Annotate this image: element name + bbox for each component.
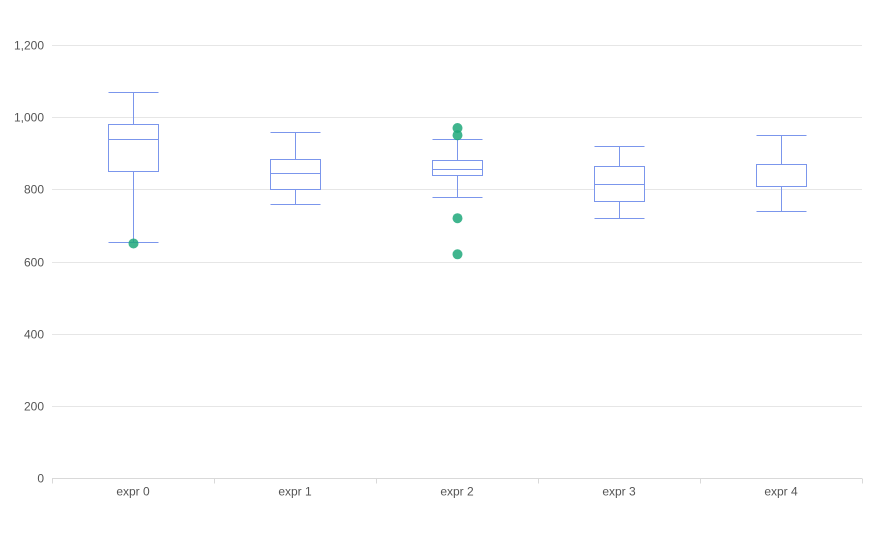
y-tick-label: 1,000 (14, 111, 44, 125)
x-tick-label: expr 2 (440, 485, 474, 499)
x-tick-label: expr 0 (116, 485, 150, 499)
outlier-point[interactable] (452, 122, 463, 133)
outlier-point[interactable] (452, 130, 463, 141)
boxes-layer (108, 92, 807, 243)
outliers-layer (128, 122, 463, 260)
outlier-point[interactable] (452, 249, 463, 260)
iqr-box (432, 160, 483, 176)
outlier-point[interactable] (452, 213, 463, 224)
y-tick-label: 0 (37, 472, 44, 486)
grid-layer (52, 45, 862, 407)
box-4[interactable] (756, 135, 807, 212)
y-tick-label: 800 (24, 183, 44, 197)
box-1[interactable] (270, 132, 321, 205)
y-tick-label: 600 (24, 256, 44, 270)
x-tick-label: expr 3 (602, 485, 636, 499)
box-0[interactable] (108, 92, 159, 243)
iqr-box (270, 159, 321, 190)
outlier-point[interactable] (128, 238, 139, 249)
y-tick-label: 1,200 (14, 39, 44, 53)
y-tick-label: 400 (24, 328, 44, 342)
y-tick-label: 200 (24, 400, 44, 414)
y-axis-labels: 0 200 400 600 800 1,000 1,200 (14, 39, 44, 486)
iqr-box (756, 164, 807, 187)
x-tick-label: expr 1 (278, 485, 312, 499)
iqr-box (108, 124, 159, 172)
x-tick-label: expr 4 (764, 485, 798, 499)
box-3[interactable] (594, 146, 645, 219)
box-2[interactable] (432, 139, 483, 198)
x-axis: expr 0 expr 1 expr 2 expr 3 expr 4 (52, 478, 863, 499)
